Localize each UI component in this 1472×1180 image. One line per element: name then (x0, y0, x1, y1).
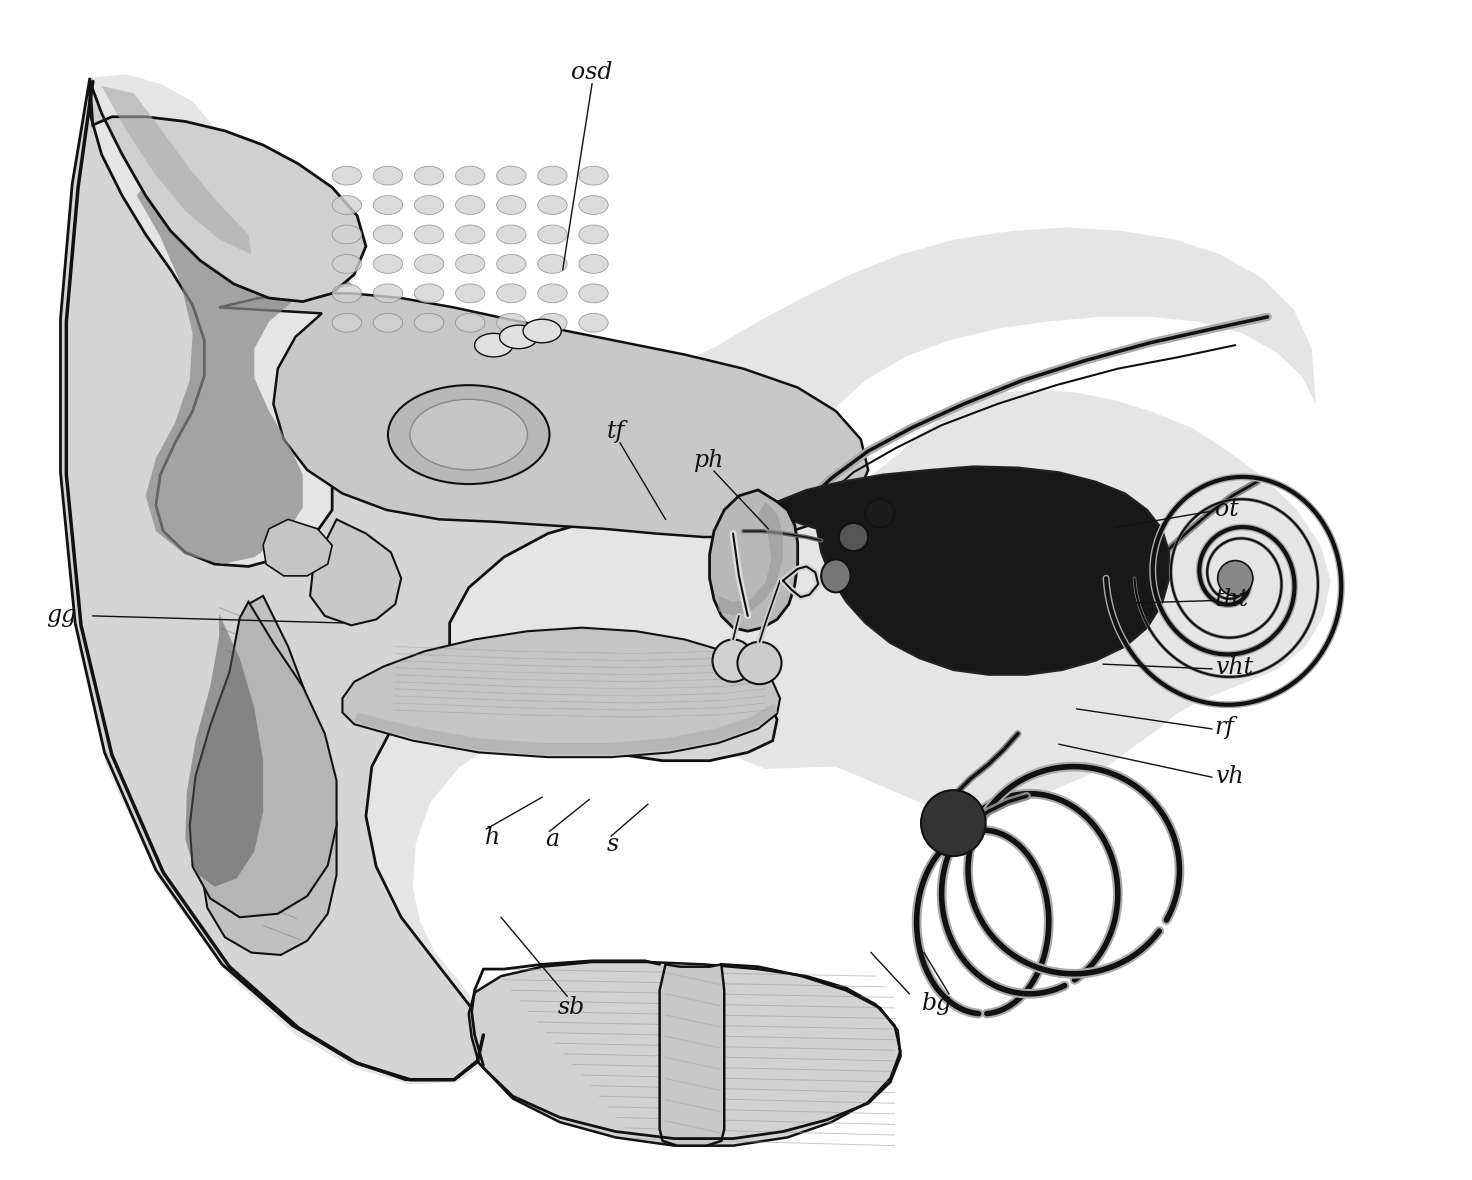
Ellipse shape (839, 523, 868, 551)
Text: gg: gg (46, 604, 77, 628)
Ellipse shape (415, 225, 443, 244)
Polygon shape (60, 78, 777, 1080)
Text: vh: vh (1214, 765, 1244, 787)
Text: tht: tht (1214, 588, 1250, 611)
Ellipse shape (415, 166, 443, 185)
Ellipse shape (333, 314, 362, 333)
Text: osd: osd (571, 60, 612, 84)
Polygon shape (90, 81, 367, 302)
Polygon shape (63, 74, 1331, 1084)
Ellipse shape (537, 314, 567, 333)
Ellipse shape (496, 196, 526, 215)
Polygon shape (185, 614, 263, 886)
Polygon shape (263, 519, 333, 576)
Polygon shape (219, 294, 868, 537)
Ellipse shape (537, 225, 567, 244)
Ellipse shape (537, 284, 567, 303)
Ellipse shape (578, 196, 608, 215)
Polygon shape (355, 703, 777, 755)
Ellipse shape (411, 399, 527, 470)
Polygon shape (343, 628, 780, 758)
Ellipse shape (333, 166, 362, 185)
Ellipse shape (578, 255, 608, 274)
Ellipse shape (389, 385, 549, 484)
Polygon shape (102, 86, 252, 255)
Ellipse shape (921, 791, 986, 856)
Text: ph: ph (695, 450, 724, 472)
Ellipse shape (333, 196, 362, 215)
Ellipse shape (537, 255, 567, 274)
Ellipse shape (866, 499, 895, 527)
Ellipse shape (374, 225, 403, 244)
Ellipse shape (496, 166, 526, 185)
Ellipse shape (712, 640, 754, 682)
Text: h: h (484, 826, 500, 848)
Ellipse shape (415, 284, 443, 303)
Ellipse shape (1217, 560, 1253, 596)
Polygon shape (202, 596, 337, 955)
Ellipse shape (578, 225, 608, 244)
Polygon shape (190, 602, 337, 917)
Ellipse shape (455, 255, 484, 274)
Ellipse shape (578, 166, 608, 185)
Ellipse shape (821, 559, 851, 592)
Ellipse shape (415, 255, 443, 274)
Ellipse shape (374, 255, 403, 274)
Polygon shape (311, 519, 402, 625)
Ellipse shape (578, 284, 608, 303)
Ellipse shape (578, 314, 608, 333)
Ellipse shape (523, 320, 561, 342)
Ellipse shape (333, 255, 362, 274)
Text: bg: bg (921, 991, 952, 1015)
Ellipse shape (455, 166, 484, 185)
Ellipse shape (455, 314, 484, 333)
Text: a: a (545, 828, 559, 851)
Ellipse shape (415, 196, 443, 215)
Ellipse shape (496, 225, 526, 244)
Text: sb: sb (558, 996, 586, 1020)
Polygon shape (718, 502, 783, 616)
Ellipse shape (455, 196, 484, 215)
Ellipse shape (537, 166, 567, 185)
Polygon shape (659, 964, 724, 1146)
Text: s: s (606, 833, 618, 856)
Polygon shape (710, 490, 798, 631)
Ellipse shape (737, 642, 782, 684)
Ellipse shape (333, 284, 362, 303)
Ellipse shape (474, 334, 512, 356)
Ellipse shape (374, 314, 403, 333)
Text: rf: rf (1214, 716, 1235, 739)
Ellipse shape (374, 166, 403, 185)
Ellipse shape (496, 284, 526, 303)
Ellipse shape (537, 196, 567, 215)
Text: ot: ot (1214, 498, 1238, 522)
Ellipse shape (455, 284, 484, 303)
Text: vht: vht (1214, 656, 1253, 680)
Ellipse shape (496, 255, 526, 274)
Polygon shape (468, 962, 901, 1146)
Ellipse shape (499, 326, 537, 348)
Ellipse shape (455, 225, 484, 244)
Ellipse shape (415, 314, 443, 333)
Polygon shape (777, 466, 1169, 675)
Ellipse shape (333, 225, 362, 244)
Ellipse shape (374, 284, 403, 303)
Ellipse shape (496, 314, 526, 333)
Text: tf: tf (606, 420, 624, 442)
Polygon shape (137, 176, 355, 564)
Ellipse shape (374, 196, 403, 215)
